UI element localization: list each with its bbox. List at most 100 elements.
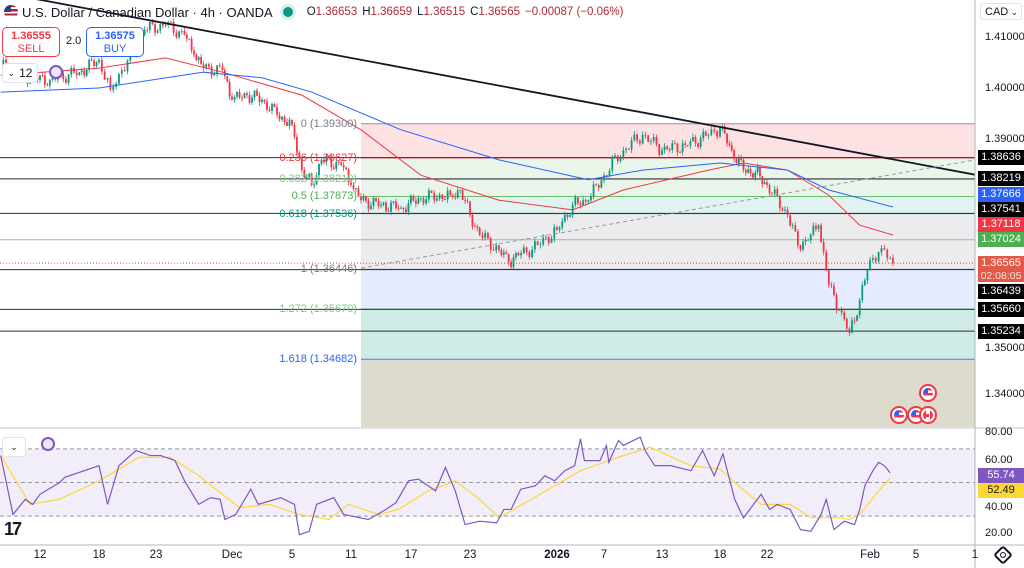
candle-body: [553, 227, 556, 239]
low-value: 1.36515: [423, 6, 466, 18]
rsi-collapse-button[interactable]: ⌄: [2, 437, 26, 457]
fib-level-label: 0 (1.39300): [300, 117, 357, 130]
candle-body: [188, 38, 191, 40]
candle-body: [400, 207, 402, 209]
price-tag-value: 1.35234: [981, 324, 1021, 337]
candle-body: [65, 79, 67, 83]
candle-body: [639, 140, 641, 144]
candle-body: [39, 75, 41, 80]
sync-icon[interactable]: [49, 65, 63, 79]
fib-level-label: 0.236 (1.38627): [279, 152, 357, 165]
candle-body: [481, 234, 484, 238]
sell-price: 1.36555: [11, 30, 51, 42]
candle-body: [886, 249, 889, 258]
time-axis-label: 5: [288, 549, 296, 561]
candle-body: [410, 195, 412, 204]
time-axis-label: 5: [912, 549, 920, 561]
ca-flag-icon: [922, 410, 933, 420]
candle-body: [387, 210, 390, 212]
candle-body: [861, 285, 864, 301]
fib-level-label: 1.272 (1.35670): [279, 302, 357, 315]
candle-body: [205, 64, 208, 69]
candle-body: [327, 155, 330, 158]
candle-body: [880, 248, 883, 253]
candle-body: [545, 237, 547, 238]
candle-body: [103, 71, 106, 80]
candle-body: [525, 247, 528, 252]
candle-body: [843, 312, 846, 319]
candle-body: [489, 238, 492, 250]
candle-body: [271, 103, 273, 111]
candle-body: [367, 200, 370, 210]
candle-body: [666, 146, 669, 149]
ca-economic-event-icon[interactable]: [918, 406, 937, 424]
candle-body: [547, 237, 550, 243]
sell-button[interactable]: 1.36555 SELL: [2, 27, 60, 57]
indicators-collapse-button[interactable]: ⌄ 12: [2, 63, 38, 83]
candle-body: [407, 203, 410, 213]
time-axis-label: 18: [713, 549, 727, 561]
rsi-axis-label: 80.00: [985, 426, 1013, 438]
price-axis-label: 1.35000: [985, 341, 1024, 354]
candle-body: [827, 270, 830, 285]
close-value: 1.36565: [478, 6, 520, 18]
indicator-count: 12: [19, 66, 33, 80]
candle-body: [563, 214, 566, 222]
fib-level-label: 1 (1.36446): [300, 263, 357, 276]
candle-body: [90, 59, 93, 61]
candle-body: [730, 144, 733, 151]
candle-body: [466, 200, 469, 202]
candle-body: [156, 30, 159, 33]
candle-body: [161, 24, 164, 26]
candle-body: [118, 73, 120, 84]
candle-body: [236, 92, 238, 97]
candle-body: [397, 208, 400, 210]
candle-body: [461, 190, 464, 200]
candle-body: [561, 221, 564, 228]
candle-body: [83, 70, 86, 76]
candle-body: [305, 177, 308, 178]
low-label: L: [417, 6, 424, 18]
buy-button[interactable]: 1.36575 BUY: [86, 27, 144, 57]
candle-body: [556, 227, 558, 230]
us-economic-event-icon[interactable]: [889, 406, 908, 424]
candle-body: [707, 134, 710, 136]
candle-body: [863, 280, 866, 286]
candle-body: [405, 209, 407, 213]
price-tag-value: 1.36565: [981, 256, 1021, 269]
rsi-ma-value-tag: 52.49: [978, 482, 1024, 498]
candle-body: [190, 38, 193, 51]
candle-body: [320, 159, 323, 164]
candle-body: [869, 259, 871, 271]
candle-body: [754, 172, 757, 178]
candle-body: [293, 124, 296, 137]
rsi-sync-icon[interactable]: [41, 437, 55, 451]
candle-body: [507, 254, 510, 262]
candle-body: [771, 193, 774, 194]
candle-body: [587, 200, 590, 202]
candle-body: [625, 148, 627, 151]
candle-body: [616, 155, 619, 162]
candle-body: [451, 195, 454, 197]
candle-body: [566, 214, 569, 217]
candle-body: [377, 201, 380, 206]
candle-body: [874, 258, 877, 262]
candle-body: [611, 158, 614, 171]
spread-value: 2.0: [66, 35, 82, 47]
symbol-title[interactable]: U.S. Dollar / Canadian Dollar · 4h · OAN…: [22, 4, 273, 20]
candle-body: [48, 79, 51, 86]
price-level-tag: 1.38219: [978, 171, 1024, 187]
candle-body: [778, 195, 781, 209]
candle-body: [740, 157, 743, 161]
candle-body: [106, 77, 109, 80]
candle-body: [652, 136, 655, 141]
candle-body: [243, 93, 246, 99]
us-economic-event-icon[interactable]: [918, 384, 937, 402]
candle-body: [266, 101, 268, 110]
candle-body: [495, 245, 498, 251]
candle-body: [579, 203, 582, 206]
currency-selector[interactable]: CAD ⌄: [980, 3, 1022, 20]
candle-body: [582, 200, 585, 206]
tradingview-logo[interactable]: 17: [4, 519, 22, 539]
